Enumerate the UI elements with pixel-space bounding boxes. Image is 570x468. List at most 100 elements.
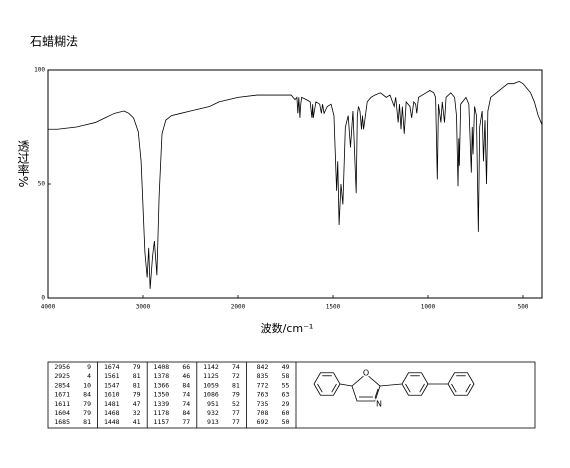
double-bond — [374, 388, 379, 399]
peak-transmittance: 79 — [133, 363, 141, 371]
peak-transmittance: 50 — [282, 418, 290, 426]
y-tick-label: 0 — [41, 295, 45, 302]
peak-wavenumber: 1142 — [203, 363, 219, 371]
double-bond — [419, 383, 425, 393]
peak-wavenumber: 932 — [207, 409, 219, 417]
peak-wavenumber: 1086 — [203, 391, 219, 399]
x-tick-label: 2000 — [231, 304, 246, 311]
atom-label: O — [363, 369, 369, 378]
y-tick-label: 50 — [38, 181, 46, 188]
table-frame — [47, 361, 536, 429]
peak-wavenumber: 708 — [257, 409, 269, 417]
peak-wavenumber: 1481 — [104, 400, 120, 408]
peak-wavenumber: 1561 — [104, 372, 120, 380]
peak-transmittance: 79 — [83, 409, 91, 417]
peak-wavenumber: 2925 — [54, 372, 70, 380]
double-bond — [405, 383, 411, 393]
peak-transmittance: 32 — [133, 409, 141, 417]
peak-transmittance: 79 — [83, 400, 91, 408]
peak-transmittance: 4 — [87, 372, 91, 380]
peak-wavenumber: 842 — [257, 363, 269, 371]
double-bond — [317, 383, 323, 393]
peak-wavenumber: 763 — [257, 391, 269, 399]
oxazole-ring — [351, 373, 381, 402]
peak-transmittance: 10 — [83, 381, 91, 389]
peak-transmittance: 84 — [182, 409, 190, 417]
benzene-ring — [447, 372, 475, 396]
peak-wavenumber: 692 — [257, 418, 269, 426]
peak-transmittance: 77 — [182, 418, 190, 426]
x-tick-label: 4000 — [41, 304, 56, 311]
peak-wavenumber: 1339 — [154, 400, 170, 408]
y-axis-label: 透过率% — [16, 140, 30, 188]
peak-wavenumber: 1350 — [154, 391, 170, 399]
peak-wavenumber: 1378 — [154, 372, 170, 380]
x-tick-label: 1000 — [421, 304, 436, 311]
peak-transmittance: 60 — [282, 409, 290, 417]
double-bond — [465, 383, 471, 393]
peak-wavenumber: 1178 — [154, 409, 170, 417]
peak-wavenumber: 1125 — [203, 372, 219, 380]
peak-transmittance: 29 — [282, 400, 290, 408]
atom-label: N — [376, 400, 382, 409]
x-axis-label: 波数/cm⁻¹ — [261, 322, 314, 335]
peak-transmittance: 52 — [232, 400, 240, 408]
peak-transmittance: 46 — [182, 372, 190, 380]
peak-transmittance: 79 — [133, 391, 141, 399]
peak-wavenumber: 1448 — [104, 418, 120, 426]
peak-transmittance: 47 — [133, 400, 141, 408]
peak-wavenumber: 735 — [257, 400, 269, 408]
peak-wavenumber: 951 — [207, 400, 219, 408]
peak-transmittance: 84 — [182, 381, 190, 389]
peak-transmittance: 77 — [232, 409, 240, 417]
peak-transmittance: 81 — [83, 418, 91, 426]
peak-wavenumber: 1547 — [104, 381, 120, 389]
chart-title: 石蜡糊法 — [30, 34, 78, 49]
peak-wavenumber: 1059 — [203, 381, 219, 389]
peak-transmittance: 55 — [282, 381, 290, 389]
x-tick-label: 1500 — [326, 304, 341, 311]
peak-transmittance: 58 — [282, 372, 290, 380]
peak-transmittance: 84 — [83, 391, 91, 399]
y-tick-label: 100 — [34, 67, 45, 74]
peak-transmittance: 74 — [182, 400, 190, 408]
bond — [379, 383, 403, 387]
peak-wavenumber: 2854 — [54, 381, 70, 389]
peak-transmittance: 72 — [232, 372, 240, 380]
peak-transmittance: 79 — [232, 391, 240, 399]
peak-wavenumber: 913 — [207, 418, 219, 426]
double-bond — [451, 383, 457, 393]
peak-wavenumber: 1611 — [54, 400, 70, 408]
peak-transmittance: 74 — [232, 363, 240, 371]
peak-transmittance: 49 — [282, 363, 290, 371]
peak-wavenumber: 1671 — [54, 391, 70, 399]
peak-wavenumber: 1674 — [104, 363, 120, 371]
peak-transmittance: 9 — [87, 363, 91, 371]
peak-transmittance: 63 — [282, 391, 290, 399]
peak-wavenumber: 772 — [257, 381, 269, 389]
x-tick-label: 3000 — [136, 304, 151, 311]
structure — [313, 372, 475, 402]
plot-frame — [47, 69, 543, 299]
peak-transmittance: 77 — [232, 418, 240, 426]
peak-wavenumber: 835 — [257, 372, 269, 380]
double-bond — [331, 383, 337, 393]
peak-transmittance: 74 — [182, 391, 190, 399]
x-tick-label: 500 — [518, 304, 529, 311]
bond — [339, 383, 353, 387]
spectrum-line — [48, 80, 543, 289]
peak-transmittance: 81 — [232, 381, 240, 389]
benzene-ring — [313, 372, 341, 396]
peak-wavenumber: 1408 — [154, 363, 170, 371]
peak-wavenumber: 1604 — [54, 409, 70, 417]
peak-transmittance: 81 — [133, 381, 141, 389]
peak-wavenumber: 1468 — [104, 409, 120, 417]
peak-wavenumber: 1366 — [154, 381, 170, 389]
peak-transmittance: 66 — [182, 363, 190, 371]
peak-transmittance: 81 — [133, 372, 141, 380]
peak-wavenumber: 1610 — [104, 391, 120, 399]
peak-wavenumber: 1685 — [54, 418, 70, 426]
peak-transmittance: 41 — [133, 418, 141, 426]
peak-wavenumber: 2956 — [54, 363, 70, 371]
